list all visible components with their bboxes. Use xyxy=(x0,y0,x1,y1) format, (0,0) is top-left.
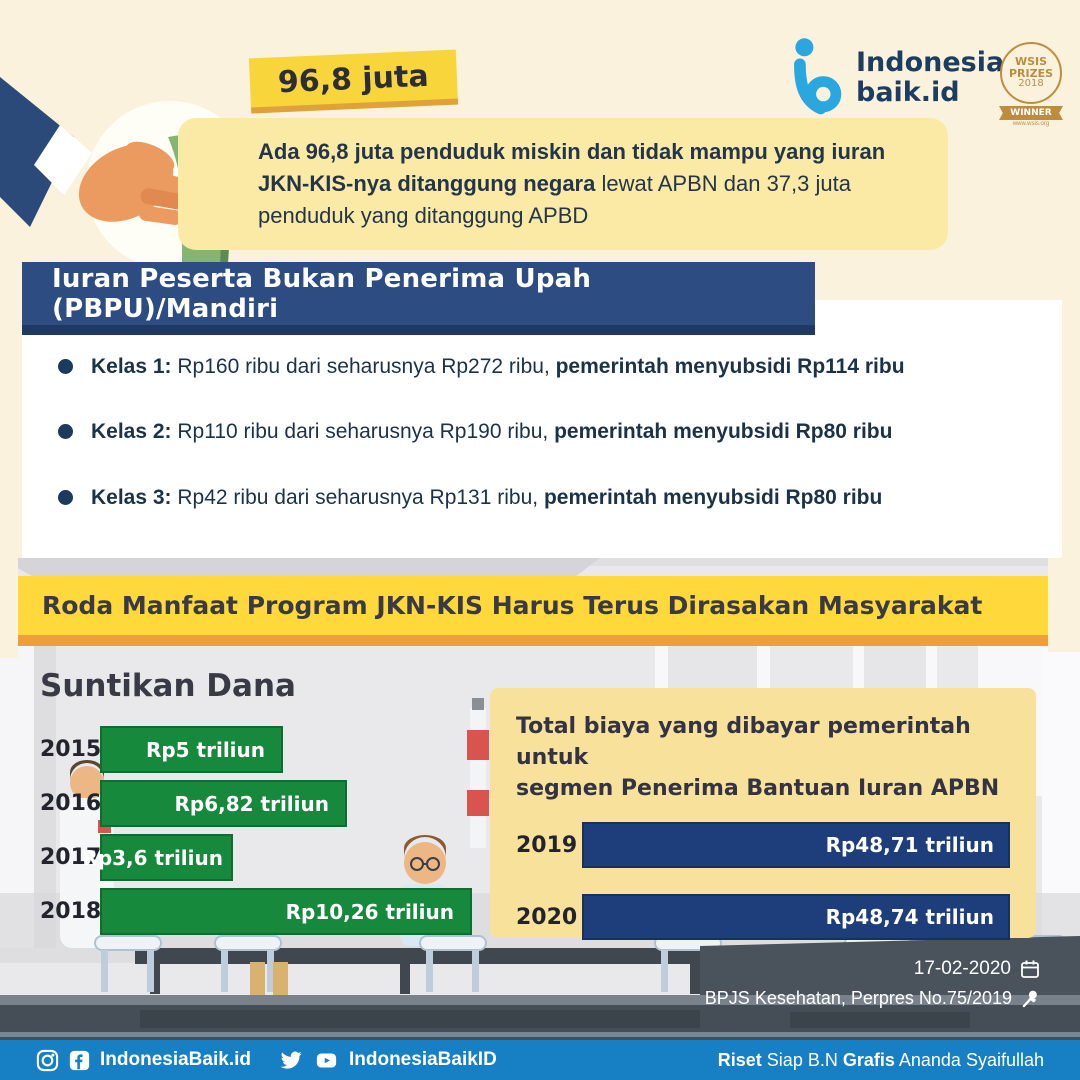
footer-social: IndonesiaBaik.id IndonesiaBaikID xyxy=(36,1049,497,1072)
bar-value-label: Rp6,82 triliun xyxy=(174,791,330,816)
bar-year-label: 2019 xyxy=(516,832,578,858)
credit-name: Siap B.N xyxy=(761,1049,843,1070)
list-item: Kelas 2: Rp110 ribu dari seharusnya Rp19… xyxy=(58,417,1038,446)
footer-bar: IndonesiaBaik.id IndonesiaBaikID Riset S… xyxy=(0,1040,1080,1080)
bar-year-label: 2016 xyxy=(40,791,102,816)
roda-banner: Roda Manfaat Program JKN-KIS Harus Terus… xyxy=(18,576,1048,646)
bar-row-2020: 2020 Rp48,74 triliun xyxy=(516,894,1010,941)
bar-year-label: 2020 xyxy=(516,904,578,930)
right-cream-notch xyxy=(1048,558,1080,652)
hero-text-rest: lewat APBN dan 37,3 juta penduduk yang d… xyxy=(258,170,851,228)
bar-value-label: Rp10,26 triliun xyxy=(285,899,454,924)
wsis-url: www.wsis.org xyxy=(1012,121,1050,127)
bar-row-2018: 2018 Rp10,26 triliun xyxy=(40,888,472,935)
brand-logo-text: Indonesia baik.id xyxy=(856,47,1005,108)
footer-handle-2[interactable]: IndonesiaBaikID xyxy=(348,1049,497,1070)
credit-name: Ananda Syaifullah xyxy=(894,1049,1044,1070)
footer-credits: Riset Siap B.N Grafis Ananda Syaifullah xyxy=(718,1050,1044,1071)
bar-2020: Rp48,74 triliun xyxy=(582,894,1010,941)
youtube-icon[interactable] xyxy=(314,1050,339,1071)
bar-2019: Rp48,71 triliun xyxy=(582,822,1010,869)
pbpu-banner: Iuran Peserta Bukan Penerima Upah (PBPU)… xyxy=(22,262,815,335)
meta-block: 17-02-2020 BPJS Kesehatan, Perpres No.75… xyxy=(705,958,1040,1017)
twitter-icon[interactable] xyxy=(277,1049,304,1072)
pushpin-icon xyxy=(1022,990,1037,1008)
list-item: Kelas 3: Rp42 ribu dari seharusnya Rp131… xyxy=(58,483,1038,512)
bar-2018: Rp10,26 triliun xyxy=(100,888,472,935)
brand-logo: Indonesia baik.id xyxy=(790,36,1004,118)
wsis-winner-ribbon: WINNER xyxy=(999,106,1063,120)
bar-row-2016: 2016 Rp6,82 triliun xyxy=(40,780,347,827)
calendar-icon xyxy=(1021,960,1039,978)
bar-row-2017: 2017 Rp3,6 triliun xyxy=(40,834,233,881)
bar-value-label: Rp48,74 triliun xyxy=(825,905,994,930)
source-text: BPJS Kesehatan, Perpres No.75/2019 xyxy=(704,988,1012,1008)
bar-value-label: Rp48,71 triliun xyxy=(825,833,994,858)
indonesiabaik-logo-icon xyxy=(794,38,842,115)
bar-2016: Rp6,82 triliun xyxy=(100,780,347,827)
wsis-laurel-icon: WSIS PRIZES 2018 xyxy=(1000,42,1062,104)
bar-value-label: Rp5 triliun xyxy=(145,737,265,762)
roda-banner-title: Roda Manfaat Program JKN-KIS Harus Terus… xyxy=(42,591,983,620)
left-cream-notch xyxy=(0,558,18,658)
apbn-info-box: Total biaya yang dibayar pemerintah untu… xyxy=(490,688,1036,941)
pbpu-bullet-list: Kelas 1: Rp160 ribu dari seharusnya Rp27… xyxy=(58,352,1038,548)
credit-role: Riset xyxy=(717,1049,762,1070)
hero-paragraph: Ada 96,8 juta penduduk miskin dan tidak … xyxy=(258,136,918,232)
hero-text-bold: Ada 96,8 juta penduduk miskin dan tidak … xyxy=(258,139,886,196)
facebook-icon[interactable] xyxy=(69,1050,90,1071)
bar-2015: Rp5 triliun xyxy=(100,726,283,773)
bar-row-2015: 2015 Rp5 triliun xyxy=(40,726,283,773)
list-item: Kelas 1: Rp160 ribu dari seharusnya Rp27… xyxy=(58,352,1038,381)
pbpu-panel xyxy=(22,300,1062,558)
apbn-chart-title: Total biaya yang dibayar pemerintah untu… xyxy=(516,714,1000,801)
bar-value-label: Rp3,6 triliun xyxy=(82,845,223,870)
suntikan-dana-chart-title: Suntikan Dana xyxy=(40,668,296,704)
bar-row-2019: 2019 Rp48,71 triliun xyxy=(516,822,1010,869)
pbpu-banner-title: Iuran Peserta Bukan Penerima Upah (PBPU)… xyxy=(52,263,592,324)
bullet-dot-icon xyxy=(58,359,73,374)
hero-badge: 96,8 juta xyxy=(248,49,458,114)
bullet-dot-icon xyxy=(58,489,73,505)
footer-handle-1[interactable]: IndonesiaBaik.id xyxy=(100,1049,251,1070)
credit-role: Grafis xyxy=(842,1049,895,1070)
publish-date: 17-02-2020 xyxy=(913,958,1011,979)
bar-year-label: 2017 xyxy=(40,845,102,870)
instagram-icon[interactable] xyxy=(36,1049,59,1072)
wsis-award-badge: WSIS PRIZES 2018 WINNER www.wsis.org xyxy=(984,42,1078,127)
bar-2017: Rp3,6 triliun xyxy=(82,834,233,881)
bullet-dot-icon xyxy=(58,424,73,440)
hero-text-box: Ada 96,8 juta penduduk miskin dan tidak … xyxy=(178,118,948,250)
bar-year-label: 2015 xyxy=(40,737,102,762)
bar-year-label: 2018 xyxy=(40,899,102,924)
